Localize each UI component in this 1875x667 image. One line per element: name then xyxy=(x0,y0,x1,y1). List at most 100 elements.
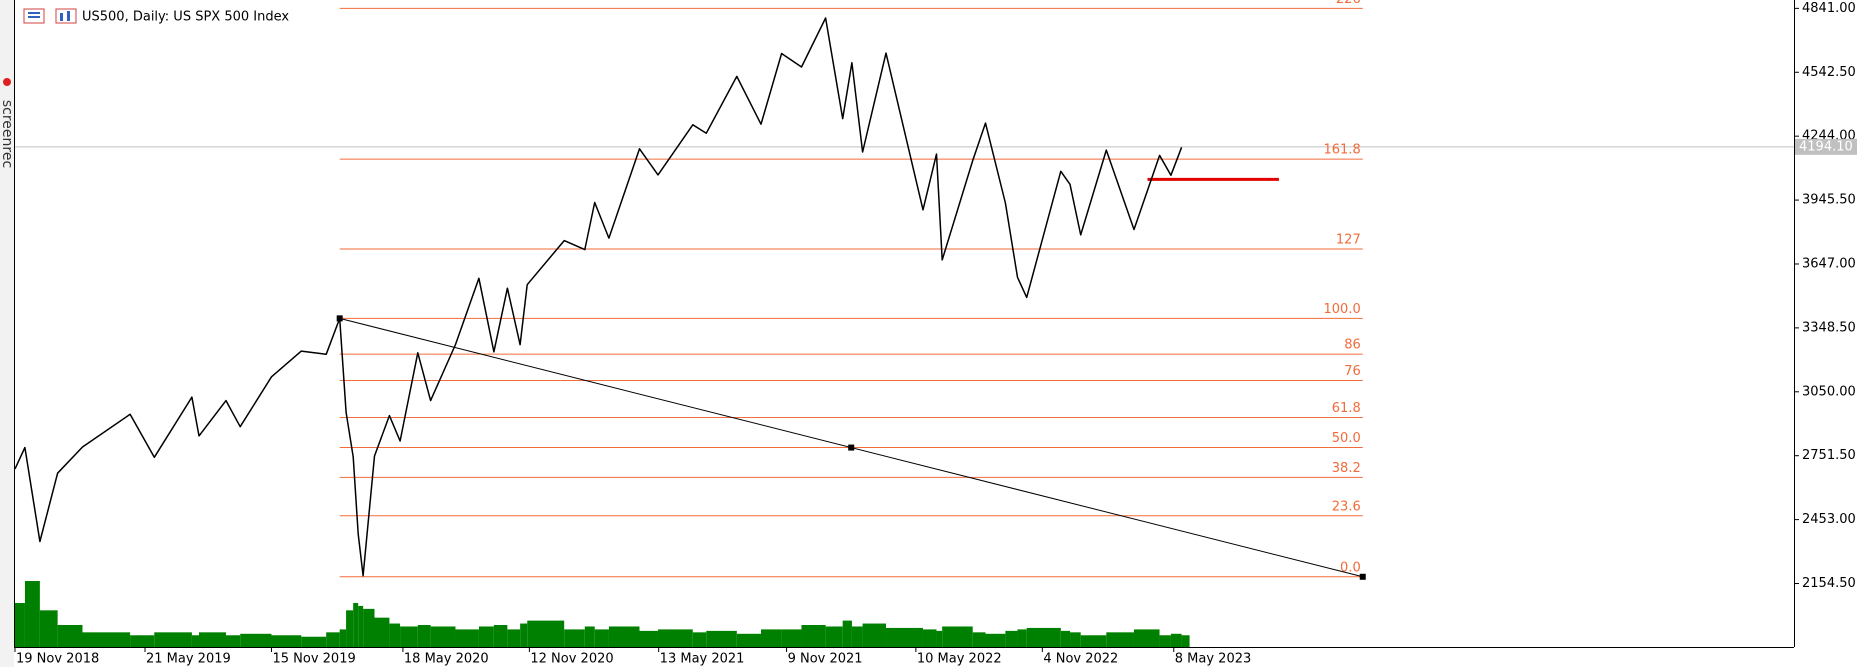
y-tick-label: 2751.50 xyxy=(1802,448,1856,463)
volume-bar xyxy=(346,610,354,647)
y-tick-label: 2453.00 xyxy=(1802,512,1856,527)
volume-bar xyxy=(1060,630,1071,647)
volume-bar xyxy=(301,636,327,647)
volume-bar xyxy=(1026,627,1061,647)
icon xyxy=(28,12,40,14)
volume-bar xyxy=(862,623,887,647)
watermark-dot xyxy=(3,78,11,86)
volume-bar xyxy=(430,626,456,647)
volume-bar xyxy=(706,630,737,647)
trendline-midpoint xyxy=(848,444,855,451)
volume-bar xyxy=(15,603,25,647)
fib-label: 50.0 xyxy=(1332,431,1361,446)
volume-bar xyxy=(692,632,707,647)
volume-bar xyxy=(57,625,83,647)
volume-bar xyxy=(1106,632,1134,647)
volume-bar xyxy=(608,626,640,647)
volume-bar xyxy=(191,635,200,647)
volume-bar xyxy=(455,629,479,647)
volume-bar xyxy=(886,627,923,647)
volume-bar xyxy=(639,630,658,647)
chart-title: US500, Daily: US SPX 500 Index xyxy=(82,10,289,25)
x-tick-label: 4 Nov 2022 xyxy=(1043,652,1118,667)
volume-bar xyxy=(389,623,401,647)
volume-bar xyxy=(493,625,508,647)
volume-bar xyxy=(584,626,595,647)
volume-bar xyxy=(922,629,937,647)
volume-bar xyxy=(478,626,494,647)
icon xyxy=(60,13,63,21)
volume-bar xyxy=(507,629,521,647)
fib-label: 86 xyxy=(1344,338,1361,353)
y-tick-label: 3647.00 xyxy=(1802,256,1856,271)
volume-bar xyxy=(972,632,986,647)
volume-bar xyxy=(1080,635,1107,647)
volume-bar xyxy=(760,629,782,647)
watermark: screenrec xyxy=(0,100,15,168)
volume-bar xyxy=(130,635,155,647)
x-tick-label: 10 May 2022 xyxy=(917,652,1002,667)
x-tick-label: 12 Nov 2020 xyxy=(530,652,613,667)
volume-bar xyxy=(240,633,272,647)
volume-bar xyxy=(199,632,227,647)
volume-bar xyxy=(339,629,347,647)
volume-bar xyxy=(942,626,973,647)
icon xyxy=(28,16,40,18)
watermark-strip xyxy=(0,0,14,667)
current-price-label: 4194.10 xyxy=(1799,139,1853,154)
volume-bar xyxy=(657,629,693,647)
fib-label: 100.0 xyxy=(1324,302,1361,317)
volume-bar xyxy=(781,629,802,647)
x-tick-label: 19 Nov 2018 xyxy=(16,652,99,667)
icon xyxy=(67,11,70,21)
volume-bar xyxy=(353,603,359,647)
volume-bar xyxy=(363,608,375,647)
volume-bar xyxy=(985,633,1006,647)
volume-bar xyxy=(39,610,58,647)
volume-bar xyxy=(1159,635,1171,647)
fib-label: 0.0 xyxy=(1340,560,1361,575)
volume-bar xyxy=(564,629,585,647)
y-tick-label: 4542.50 xyxy=(1802,65,1856,80)
volume-bar xyxy=(400,626,418,647)
icon xyxy=(55,8,77,24)
y-tick-label: 3945.50 xyxy=(1802,193,1856,208)
volume-bar xyxy=(82,632,131,647)
fib-label: 61.8 xyxy=(1332,401,1361,416)
volume-bar xyxy=(226,635,241,647)
x-tick-label: 13 May 2021 xyxy=(660,652,745,667)
volume-bar xyxy=(1170,633,1182,647)
volume-bar xyxy=(326,632,340,647)
y-tick-label: 4841.00 xyxy=(1802,1,1856,16)
y-tick-label: 2154.50 xyxy=(1802,576,1856,591)
volume-bar xyxy=(520,623,528,647)
x-tick-label: 18 May 2020 xyxy=(404,652,489,667)
volume-bar xyxy=(527,620,565,647)
fib-label: 76 xyxy=(1344,364,1361,379)
fib-label: 161.8 xyxy=(1324,143,1361,158)
volume-bar xyxy=(842,620,852,647)
volume-bar xyxy=(801,625,826,647)
volume-bar xyxy=(851,626,863,647)
fib-label: 127 xyxy=(1336,232,1361,247)
x-tick-label: 8 May 2023 xyxy=(1175,652,1252,667)
current-price-box xyxy=(1795,138,1857,155)
x-tick-label: 15 Nov 2019 xyxy=(272,652,355,667)
trendline-anchor xyxy=(1359,573,1366,580)
volume-bar xyxy=(1133,629,1160,647)
volume-bar xyxy=(825,626,843,647)
title-icons xyxy=(23,8,77,24)
fib-label: 226 xyxy=(1336,0,1361,7)
volume-bar xyxy=(1181,635,1190,647)
x-tick-label: 9 Nov 2021 xyxy=(788,652,863,667)
y-tick-label: 3348.50 xyxy=(1802,320,1856,335)
y-tick-label: 3050.00 xyxy=(1802,384,1856,399)
volume-bar xyxy=(936,630,943,647)
x-tick-label: 21 May 2019 xyxy=(146,652,231,667)
price-line xyxy=(14,17,1183,577)
volume-bar xyxy=(417,625,431,647)
volume-bar xyxy=(154,632,192,647)
volume-bar xyxy=(594,629,609,647)
